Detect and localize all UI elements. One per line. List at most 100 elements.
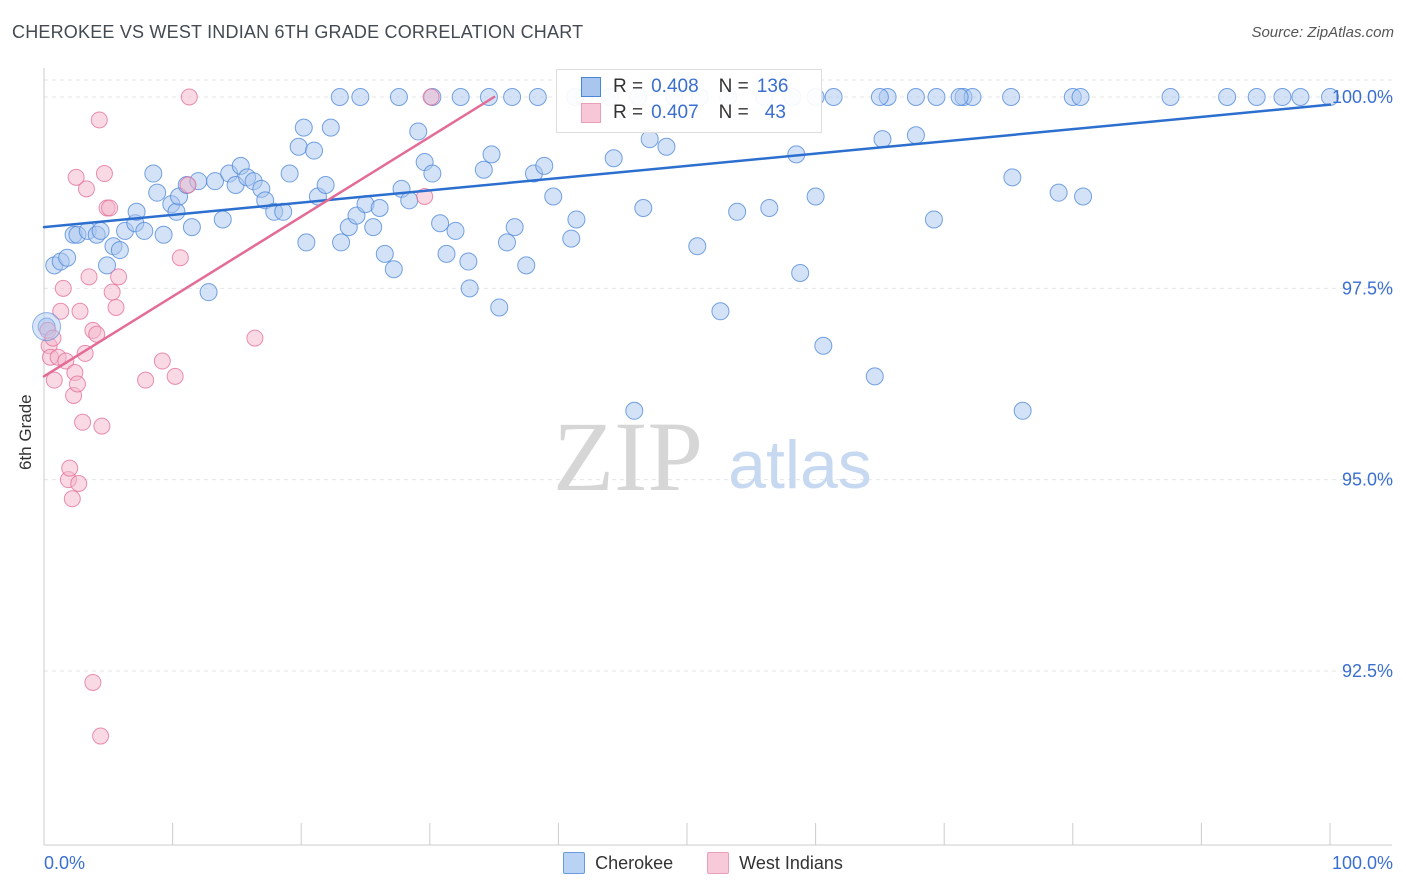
cherokee-point (535, 156, 554, 175)
cherokee-point (479, 88, 498, 106)
legend-r-label: R = (613, 76, 644, 97)
cherokee-point (1013, 401, 1032, 420)
west-indians-swatch (581, 103, 601, 123)
cherokee-point (199, 283, 218, 302)
y-axis-title: 6th Grade (16, 394, 35, 470)
cherokee-trend-line (42, 103, 1332, 229)
west-indians-point (180, 88, 198, 106)
cherokee-point (1074, 187, 1093, 206)
cherokee-point (482, 145, 501, 164)
stats-legend: R = 0.408 N = 136 R = 0.407 N = 43 (556, 69, 822, 133)
west-indians-point (179, 176, 197, 194)
cherokee-point (409, 122, 428, 141)
cherokee-point (906, 88, 925, 106)
y-tick-label: 97.5% (1342, 278, 1393, 298)
cherokee-point (370, 198, 389, 217)
cherokee-point (517, 256, 536, 275)
west-indians-point (70, 474, 88, 492)
cherokee-point (503, 88, 522, 106)
cherokee-point (688, 237, 707, 256)
cherokee-point (280, 164, 299, 183)
cherokee-point (91, 221, 110, 240)
cherokee-point (728, 202, 747, 221)
legend-n-value: 136 (756, 76, 789, 97)
west-indians-point (61, 459, 79, 477)
cherokee-point (567, 210, 586, 229)
cherokee-point (1273, 88, 1292, 106)
cherokee-point (58, 248, 77, 267)
chart-title: CHEROKEE VS WEST INDIAN 6TH GRADE CORREL… (12, 22, 584, 42)
cherokee-point (316, 176, 335, 195)
legend-item-cherokee[interactable]: Cherokee (563, 852, 673, 874)
y-tick-label: 100.0% (1332, 87, 1393, 107)
cherokee-legend-swatch (563, 852, 586, 874)
west-indians-point (52, 302, 70, 320)
cherokee-point (640, 130, 659, 149)
cherokee-point (182, 218, 201, 237)
legend-r-value: 0.407 (651, 102, 699, 123)
watermark: ZIP atlas (553, 401, 872, 512)
cherokee-point (528, 88, 547, 106)
cherokee-point (330, 88, 349, 106)
west-indians-point (103, 283, 121, 301)
cherokee-legend-label: Cherokee (595, 852, 674, 873)
west-indians-point (171, 249, 189, 267)
watermark-zip: ZIP (553, 401, 703, 512)
cherokee-point (760, 198, 779, 217)
cherokee-point (791, 264, 810, 283)
legend-item-west-indians[interactable]: West Indians (707, 852, 843, 874)
west-indians-point (153, 352, 171, 370)
west-indians-point (71, 302, 89, 320)
cherokee-point (1002, 88, 1021, 106)
west-indians-legend-label: West Indians (739, 852, 843, 873)
cherokee-point (814, 336, 833, 355)
tick-labels: 92.5% 95.0% 97.5% 100.0% 0.0% 100.0% (44, 87, 1393, 873)
west-indians-point (137, 371, 155, 389)
west-indians-point (84, 673, 102, 691)
west-indians-point (93, 417, 111, 435)
cherokee-point (144, 164, 163, 183)
cherokee-point (634, 198, 653, 217)
legend-r-label: R = (613, 102, 644, 123)
west-indians-legend-swatch (707, 852, 730, 874)
cherokee-point (332, 233, 351, 252)
cherokee-point (135, 221, 154, 240)
cherokee-point (289, 137, 308, 156)
west-indians-point (44, 329, 62, 347)
y-tick-label: 95.0% (1342, 470, 1393, 490)
cherokee-point (110, 241, 129, 260)
cherokee-point (206, 172, 225, 191)
west-indians-point (101, 199, 119, 217)
cherokee-point (446, 221, 465, 240)
cherokee-point (400, 191, 419, 210)
west-indians-point (90, 111, 108, 129)
cherokee-point (384, 260, 403, 279)
watermark-atlas: atlas (728, 427, 872, 503)
legend-r-value: 0.408 (651, 76, 699, 97)
cherokee-point (1071, 88, 1090, 106)
west-indians-point (246, 329, 264, 347)
legend-n-label: N = (718, 76, 749, 97)
cherokee-point (305, 141, 324, 160)
cherokee-point (167, 202, 186, 221)
cherokee-point (351, 88, 370, 106)
cherokee-point (364, 218, 383, 237)
west-indians-trend-line (42, 95, 496, 378)
cherokee-point (1161, 88, 1180, 106)
west-indians-point (77, 180, 95, 198)
y-tick-label: 92.5% (1342, 661, 1393, 681)
cherokee-swatch (581, 77, 601, 97)
cherokee-point (127, 202, 146, 221)
cherokee-point (1291, 88, 1310, 106)
cherokee-point (873, 130, 892, 149)
cherokee-point (1003, 168, 1022, 187)
west-indians-point (54, 279, 72, 297)
source-credit: Source: ZipAtlas.com (1251, 24, 1394, 41)
cherokee-point (497, 233, 516, 252)
cherokee-point (1247, 88, 1266, 106)
cherokee-point (604, 149, 623, 168)
x-tick-label: 0.0% (44, 853, 85, 873)
data-points (32, 88, 1339, 745)
cherokee-point (927, 88, 946, 106)
